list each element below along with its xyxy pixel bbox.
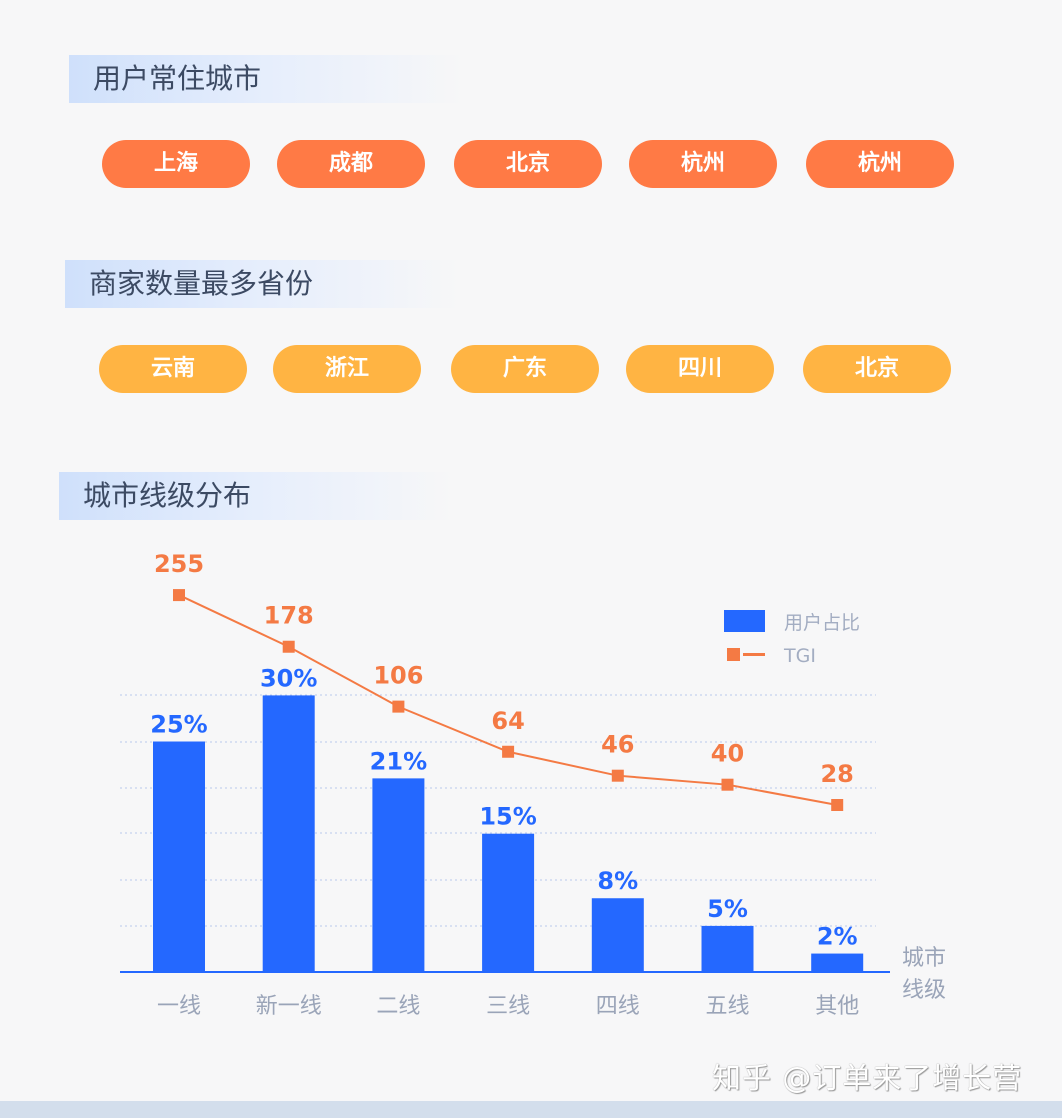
tgi-label: 40 bbox=[711, 740, 744, 768]
x-tick-label: 四线 bbox=[596, 994, 640, 1019]
section-title-cities: 用户常住城市 bbox=[69, 55, 463, 103]
tgi-label: 255 bbox=[154, 550, 204, 578]
tgi-point bbox=[282, 640, 295, 653]
bar bbox=[482, 833, 535, 972]
city-pill: 杭州 bbox=[629, 140, 777, 188]
tgi-label: 64 bbox=[491, 707, 524, 735]
section-title-tiers: 城市线级分布 bbox=[59, 472, 453, 520]
x-tick-label: 新一线 bbox=[256, 994, 322, 1019]
bar bbox=[701, 925, 754, 972]
city-pill: 成都 bbox=[277, 140, 425, 188]
bar-label: 5% bbox=[707, 895, 748, 923]
tgi-point bbox=[831, 799, 844, 811]
bar bbox=[153, 741, 205, 972]
tgi-point bbox=[502, 745, 515, 758]
city-pill: 杭州 bbox=[806, 140, 954, 188]
legend-line-swatch bbox=[727, 648, 740, 661]
tgi-point bbox=[392, 700, 405, 713]
tgi-point bbox=[611, 769, 624, 782]
bar-label: 15% bbox=[479, 803, 536, 831]
x-tick-label: 五线 bbox=[705, 994, 749, 1019]
bar-label: 21% bbox=[370, 747, 427, 775]
province-pill: 云南 bbox=[99, 345, 247, 393]
city-pill: 北京 bbox=[454, 140, 602, 188]
tgi-label: 178 bbox=[264, 602, 314, 630]
tgi-label: 46 bbox=[601, 731, 634, 759]
province-pill: 广东 bbox=[451, 345, 599, 393]
bar bbox=[372, 778, 425, 972]
x-axis-title: 城市 bbox=[902, 946, 946, 971]
tgi-point bbox=[173, 589, 185, 602]
bar-label: 30% bbox=[260, 664, 317, 692]
province-pill: 北京 bbox=[803, 345, 951, 393]
bar bbox=[591, 898, 644, 972]
bar bbox=[811, 953, 864, 972]
tgi-label: 28 bbox=[820, 760, 853, 788]
bar bbox=[262, 695, 315, 972]
province-pill: 浙江 bbox=[273, 345, 421, 393]
legend-bar-swatch bbox=[724, 610, 765, 632]
footer-band bbox=[0, 1101, 1062, 1118]
x-tick-label: 三线 bbox=[486, 994, 530, 1019]
x-axis-title: 线级 bbox=[902, 978, 946, 1003]
x-tick-label: 二线 bbox=[376, 994, 420, 1019]
x-tick-label: 一线 bbox=[157, 994, 201, 1019]
legend-label: TGI bbox=[783, 645, 816, 667]
tgi-label: 106 bbox=[373, 662, 423, 690]
x-tick-label: 其他 bbox=[815, 994, 859, 1019]
tgi-point bbox=[721, 778, 734, 791]
watermark: 知乎 @订单来了增长营 bbox=[712, 1061, 1023, 1095]
section-title-provinces: 商家数量最多省份 bbox=[65, 260, 459, 308]
legend-label: 用户占比 bbox=[784, 612, 860, 634]
city-pill: 上海 bbox=[102, 140, 250, 188]
bar-label: 8% bbox=[597, 867, 638, 895]
bar-label: 25% bbox=[150, 711, 207, 739]
province-pill: 四川 bbox=[626, 345, 774, 393]
bar-label: 2% bbox=[817, 923, 858, 951]
